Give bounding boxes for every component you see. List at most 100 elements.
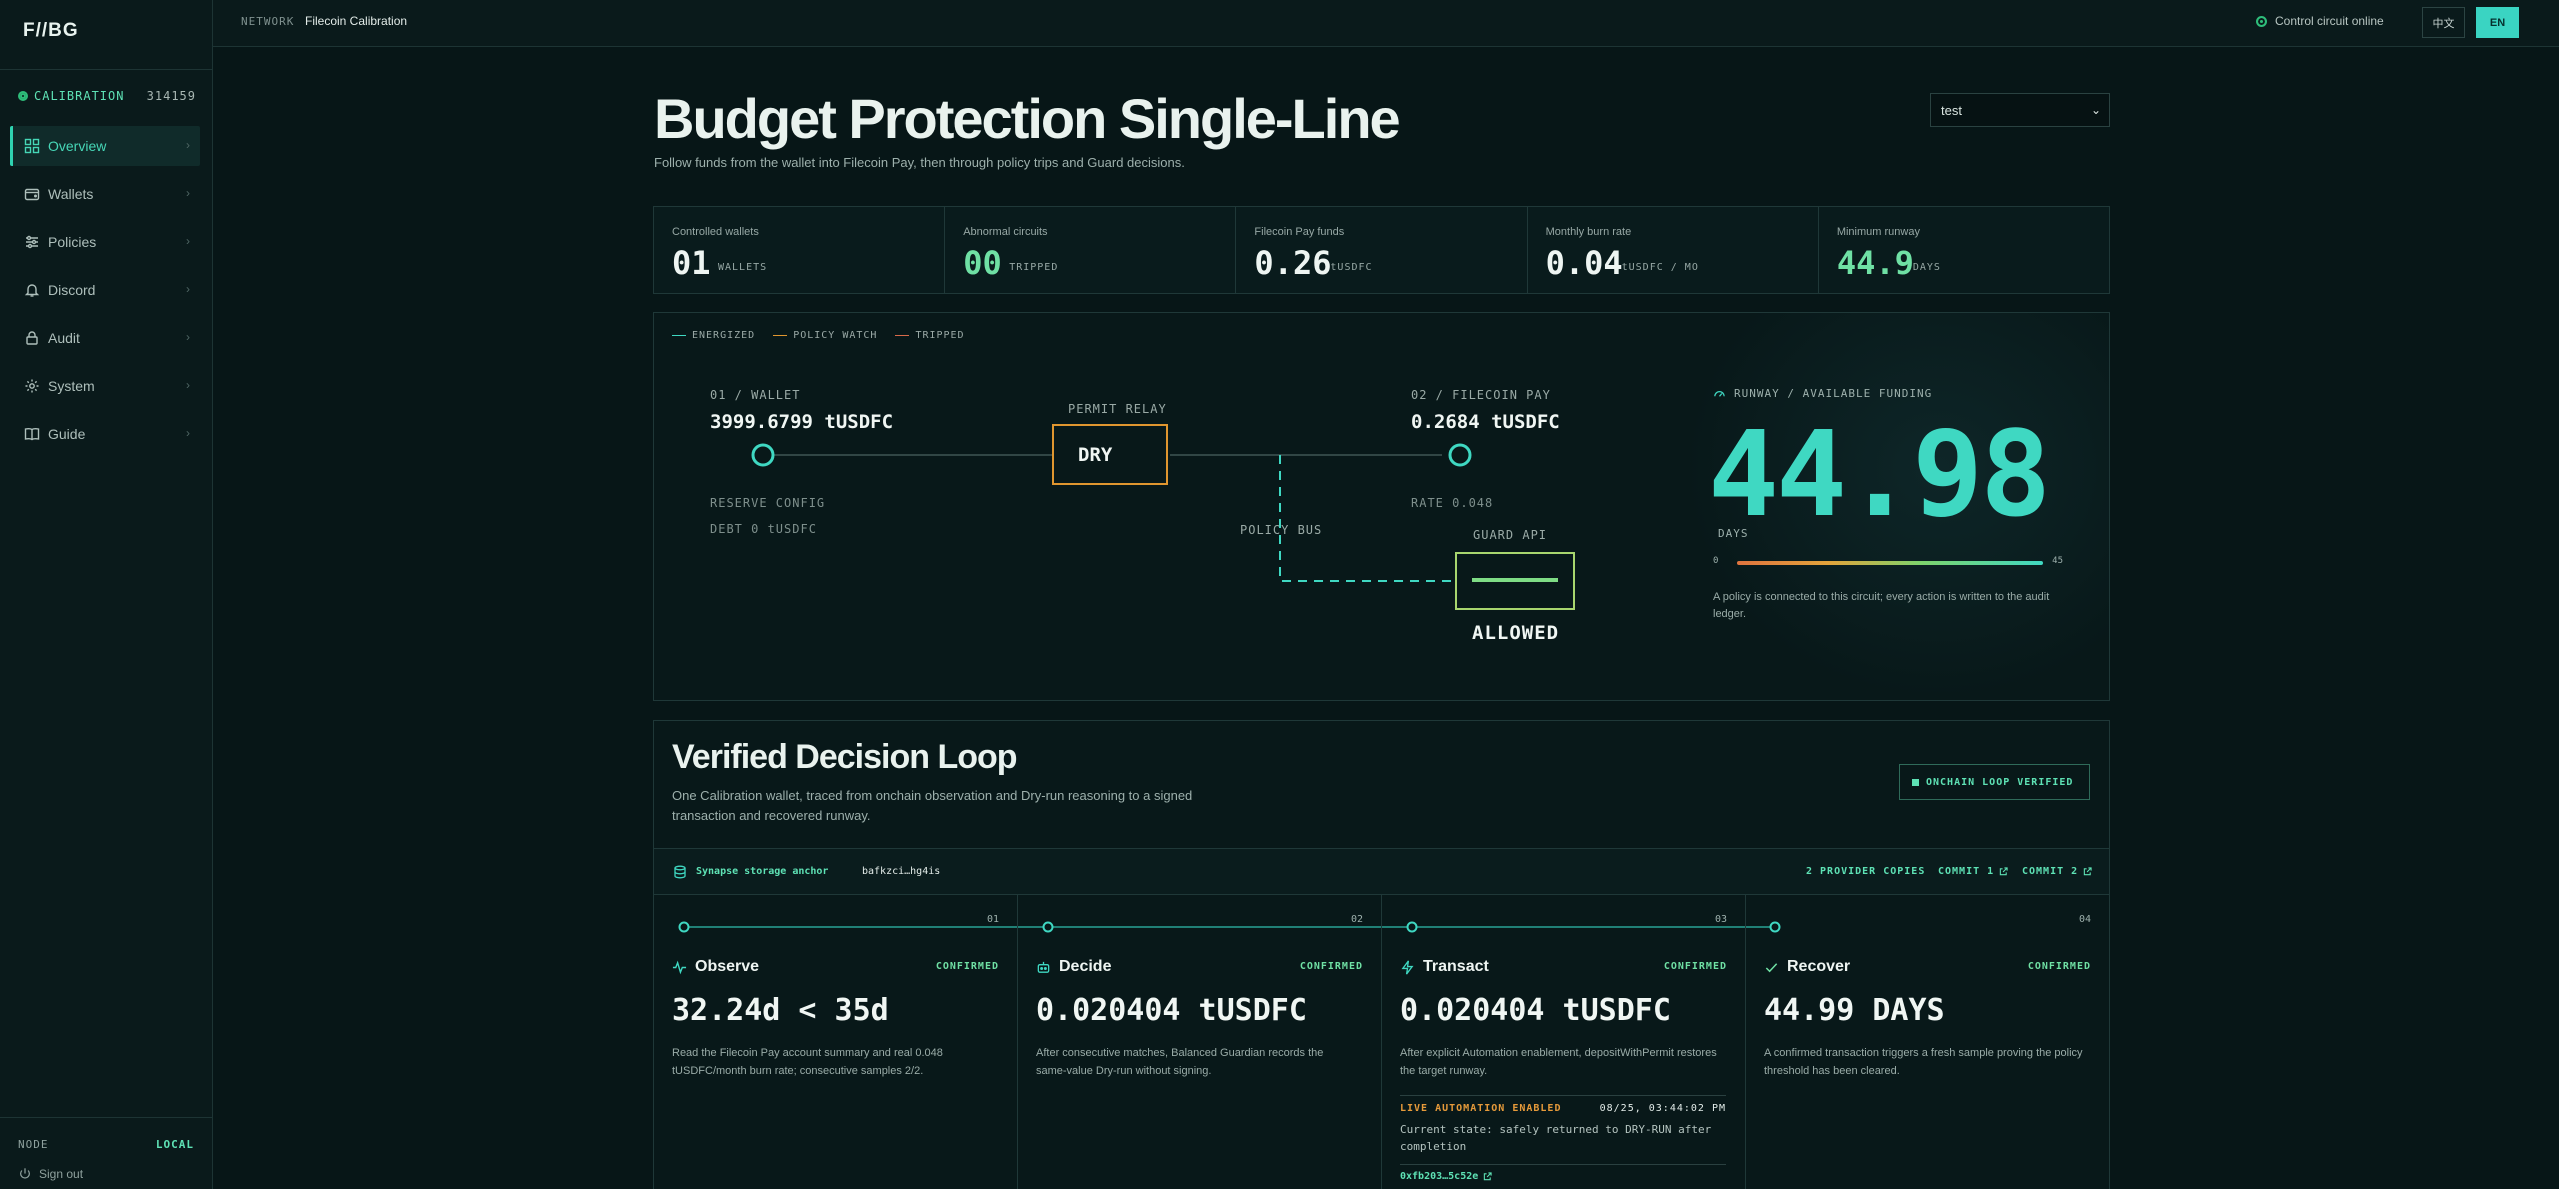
runway-scale: 0 45: [1713, 556, 2063, 570]
runway-label: RUNWAY / AVAILABLE FUNDING: [1713, 387, 1932, 400]
stat-unit: WALLETS: [718, 262, 768, 273]
sidebar-nav: Overview › Wallets › Policies › Discord …: [10, 126, 200, 462]
gauge-icon: [1714, 391, 1725, 397]
sidebar-item-system[interactable]: System ›: [10, 366, 200, 406]
divider: [0, 69, 212, 70]
step-title: Observe: [672, 958, 759, 976]
verified-badge: ONCHAIN LOOP VERIFIED: [1899, 764, 2090, 800]
policy-bus-label: POLICY BUS: [1240, 523, 1323, 537]
circuit-lines: [751, 443, 1472, 582]
book-icon: [24, 427, 40, 441]
status-dot-icon: [18, 91, 28, 101]
signout-button[interactable]: Sign out: [18, 1167, 83, 1181]
sidebar-item-label: Discord: [48, 282, 96, 298]
sidebar-item-audit[interactable]: Audit ›: [10, 318, 200, 358]
stat-monthly-burn: Monthly burn rate 0.04 tUSDFC / MO: [1528, 207, 1819, 293]
top-bar: NETWORK Filecoin Calibration Control cir…: [213, 0, 2559, 47]
step-recover: 04 Recover CONFIRMED 44.99 DAYS A confir…: [1746, 895, 2109, 1189]
stat-unit: DAYS: [1912, 262, 1941, 273]
provider-copies: 2 PROVIDER COPIES: [1806, 866, 1926, 877]
stat-label: Filecoin Pay funds: [1254, 226, 1345, 238]
chevron-right-icon: ›: [186, 186, 190, 200]
page-subtitle: Follow funds from the wallet into Fileco…: [654, 155, 1185, 170]
external-link-icon: [1999, 867, 2008, 876]
step-observe: 01 Observe CONFIRMED 32.24d < 35d Read t…: [654, 895, 1018, 1189]
automation-status: LIVE AUTOMATION ENABLED 08/25, 03:44:02 …: [1400, 1095, 1726, 1165]
block-height: 314159: [146, 89, 196, 103]
stat-unit: tUSDFC: [1330, 262, 1373, 273]
stat-unit: TRIPPED: [1009, 262, 1059, 273]
step-number: 01: [986, 914, 999, 925]
app-logo[interactable]: F//BG: [23, 20, 79, 41]
tx-hash-link[interactable]: 0xfb203…5c52e: [1400, 1171, 1492, 1182]
circuit-diagram: ENERGIZED POLICY WATCH TRIPPED 01 / WALL…: [653, 312, 1684, 701]
guard-label: GUARD API: [1473, 528, 1548, 542]
sidebar-item-overview[interactable]: Overview ›: [10, 126, 200, 166]
runway-value: 44.98: [1708, 405, 2051, 543]
scale-min: 0: [1713, 556, 1719, 566]
sidebar-item-wallets[interactable]: Wallets ›: [10, 174, 200, 214]
step-description: After consecutive matches, Balanced Guar…: [1036, 1047, 1324, 1077]
step-description: After explicit Automation enablement, de…: [1400, 1047, 1717, 1077]
sidebar-item-guide[interactable]: Guide ›: [10, 414, 200, 454]
chevron-right-icon: ›: [186, 282, 190, 296]
node-value: LOCAL: [155, 1138, 194, 1151]
legend-policy-watch: POLICY WATCH: [773, 330, 877, 341]
loop-title: Verified Decision Loop: [672, 738, 1018, 776]
power-icon: [20, 1168, 30, 1179]
step-decide: 02 Decide CONFIRMED 0.020404 tUSDFC Afte…: [1018, 895, 1382, 1189]
anchor-label: Synapse storage anchor: [696, 866, 829, 877]
stat-value: 0.26: [1254, 244, 1332, 282]
stat-abnormal-circuits: Abnormal circuits 00 TRIPPED: [945, 207, 1237, 293]
pulse-icon: [672, 960, 687, 974]
badge-square-icon: [1912, 778, 1919, 786]
pay-label: 02 / FILECOIN PAY: [1411, 388, 1551, 402]
gear-icon: [25, 379, 39, 393]
stat-value: 01: [672, 244, 711, 282]
chevron-right-icon: ›: [186, 378, 190, 392]
step-description: A confirmed transaction triggers a fresh…: [1764, 1047, 2083, 1077]
automation-label: LIVE AUTOMATION ENABLED: [1400, 1103, 1562, 1114]
chevron-right-icon: ›: [186, 138, 190, 152]
commit-1-link[interactable]: COMMIT 1: [1938, 866, 2008, 877]
status-text: Control circuit online: [2275, 14, 2384, 28]
anchor-cid[interactable]: bafkzci…hg4is: [862, 866, 941, 877]
step-description: Read the Filecoin Pay account summary an…: [672, 1047, 943, 1077]
commit-2-link[interactable]: COMMIT 2: [2022, 866, 2092, 877]
check-icon: [1765, 962, 1778, 972]
runway-panel: RUNWAY / AVAILABLE FUNDING 44.98 DAYS 0 …: [1683, 312, 2110, 701]
step-value: 32.24d < 35d: [672, 993, 889, 1028]
chevron-right-icon: ›: [186, 330, 190, 344]
decision-loop-panel: Verified Decision Loop One Calibration w…: [653, 720, 2110, 1189]
stat-label: Monthly burn rate: [1545, 226, 1632, 238]
stat-value: 00: [963, 244, 1002, 282]
wallet-select[interactable]: test ⌄: [1930, 93, 2110, 127]
stat-unit: tUSDFC / MO: [1621, 262, 1699, 273]
sidebar-item-label: Wallets: [48, 186, 94, 202]
lang-zh-button[interactable]: 中文: [2422, 7, 2465, 38]
chevron-right-icon: ›: [186, 426, 190, 440]
step-title: Transact: [1400, 958, 1489, 976]
guard-api-box[interactable]: [1455, 552, 1575, 610]
runway-unit: DAYS: [1718, 527, 1749, 540]
sidebar-item-policies[interactable]: Policies ›: [10, 222, 200, 262]
step-value: 0.020404 tUSDFC: [1400, 993, 1671, 1028]
sidebar-item-discord[interactable]: Discord ›: [10, 270, 200, 310]
stat-label: Minimum runway: [1836, 226, 1920, 238]
lang-en-button[interactable]: EN: [2476, 7, 2519, 38]
status-badge: CONFIRMED: [2027, 961, 2091, 972]
legend-tripped: TRIPPED: [895, 330, 964, 341]
circuit-status: Control circuit online: [2256, 14, 2384, 28]
circuit-legend: ENERGIZED POLICY WATCH TRIPPED: [672, 330, 983, 341]
grid-icon: [24, 138, 40, 154]
stat-value: 44.9: [1836, 244, 1914, 282]
step-number: 02: [1350, 914, 1363, 925]
runway-gradient-bar: [1737, 561, 2043, 565]
stat-controlled-wallets: Controlled wallets 01 WALLETS: [654, 207, 946, 293]
status-badge: CONFIRMED: [1299, 961, 1363, 972]
bell-icon: [24, 284, 40, 297]
divider: [0, 1117, 212, 1118]
loop-description: One Calibration wallet, traced from onch…: [672, 788, 1193, 823]
status-badge: CONFIRMED: [1663, 961, 1727, 972]
relay-mode-box[interactable]: DRY: [1052, 424, 1168, 485]
